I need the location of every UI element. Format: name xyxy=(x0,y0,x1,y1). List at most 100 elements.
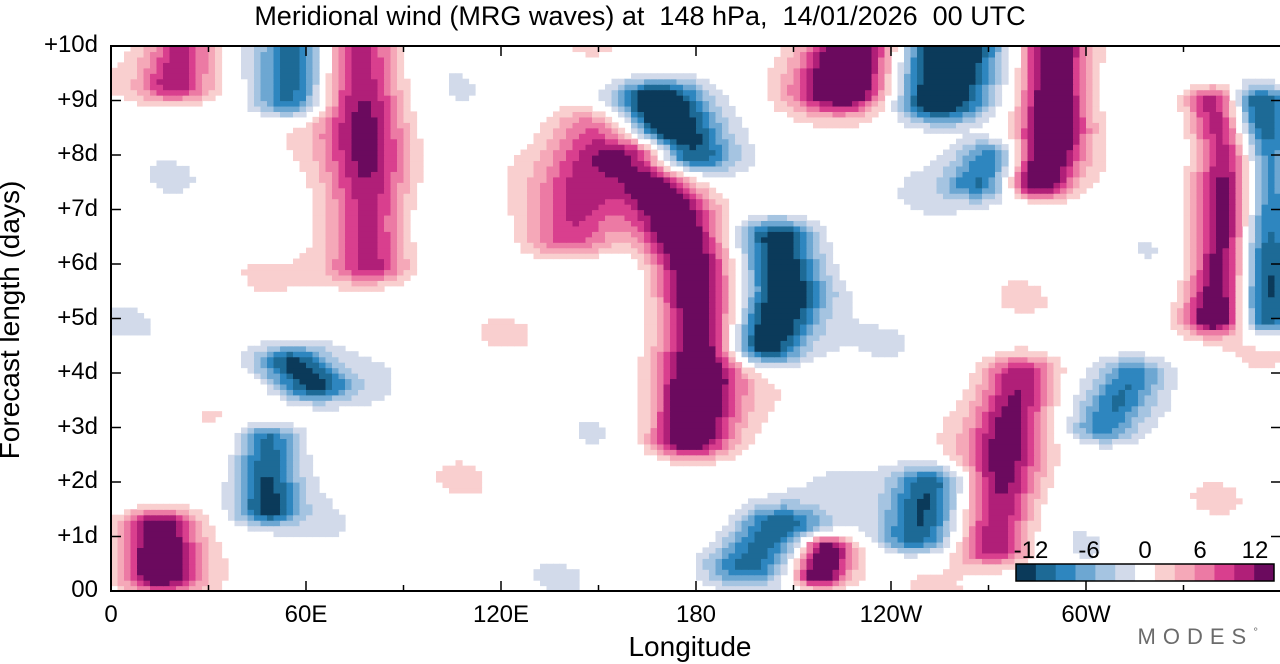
field-cell xyxy=(169,525,177,532)
field-cell xyxy=(1027,198,1035,205)
field-cell xyxy=(722,541,730,548)
field-cell xyxy=(715,373,723,380)
field-cell xyxy=(663,280,671,287)
field-cell xyxy=(1138,362,1146,369)
field-cell xyxy=(533,214,541,221)
field-cell xyxy=(1001,558,1009,565)
field-cell xyxy=(930,536,938,543)
field-cell xyxy=(384,274,392,281)
field-cell xyxy=(618,242,626,249)
field-cell xyxy=(728,405,736,412)
field-cell xyxy=(280,520,288,527)
field-cell xyxy=(306,487,314,494)
field-cell xyxy=(819,552,827,559)
field-cell xyxy=(176,520,184,527)
field-cell xyxy=(689,323,697,330)
field-cell xyxy=(923,471,931,478)
field-cell xyxy=(1274,296,1280,303)
field-cell xyxy=(1014,291,1022,298)
field-cell xyxy=(806,318,814,325)
field-cell xyxy=(1222,176,1230,183)
field-cell xyxy=(780,329,788,336)
field-cell xyxy=(728,547,736,554)
field-cell xyxy=(819,351,827,358)
field-cell xyxy=(306,454,314,461)
field-cell xyxy=(637,378,645,385)
field-cell xyxy=(683,242,691,249)
field-cell xyxy=(351,242,359,249)
field-cell xyxy=(657,285,665,292)
field-cell xyxy=(280,498,288,505)
field-cell xyxy=(943,482,951,489)
field-cell xyxy=(1222,291,1230,298)
field-cell xyxy=(676,394,684,401)
field-cell xyxy=(1216,198,1224,205)
field-cell xyxy=(286,482,294,489)
field-cell xyxy=(644,416,652,423)
field-cell xyxy=(1235,329,1243,336)
field-cell xyxy=(676,204,684,211)
field-cell xyxy=(572,198,580,205)
field-cell xyxy=(182,536,190,543)
field-cell xyxy=(995,427,1003,434)
field-cell xyxy=(592,182,600,189)
field-cell xyxy=(124,318,132,325)
field-cell xyxy=(897,334,905,341)
field-cell xyxy=(936,198,944,205)
field-cell xyxy=(1164,367,1172,374)
field-cell xyxy=(813,274,821,281)
field-cell xyxy=(709,269,717,276)
field-cell xyxy=(579,225,587,232)
field-cell xyxy=(930,498,938,505)
field-cell xyxy=(969,569,977,576)
field-cell xyxy=(969,400,977,407)
field-cell xyxy=(1274,258,1280,265)
field-cell xyxy=(943,536,951,543)
field-cell xyxy=(722,313,730,320)
field-cell xyxy=(650,247,658,254)
field-cell xyxy=(644,438,652,445)
field-cell xyxy=(969,454,977,461)
field-cell xyxy=(806,242,814,249)
field-cell xyxy=(780,569,788,576)
field-cell xyxy=(182,547,190,554)
field-cell xyxy=(676,280,684,287)
field-cell xyxy=(111,563,119,570)
field-cell xyxy=(338,389,346,396)
field-cell xyxy=(267,351,275,358)
field-cell xyxy=(975,416,983,423)
field-cell xyxy=(572,253,580,260)
field-cell xyxy=(371,269,379,276)
field-cell xyxy=(1157,400,1165,407)
field-cell xyxy=(358,400,366,407)
field-cell xyxy=(969,187,977,194)
field-cell xyxy=(1196,247,1204,254)
field-cell xyxy=(566,187,574,194)
field-cell xyxy=(351,367,359,374)
field-cell xyxy=(897,531,905,538)
field-cell xyxy=(884,525,892,532)
field-cell xyxy=(462,465,470,472)
field-cell xyxy=(676,302,684,309)
field-cell xyxy=(1268,247,1276,254)
field-cell xyxy=(1118,427,1126,434)
field-cell xyxy=(533,193,541,200)
field-cell xyxy=(1040,427,1048,434)
field-cell xyxy=(761,503,769,510)
field-cell xyxy=(338,351,346,358)
field-cell xyxy=(1203,214,1211,221)
field-cell xyxy=(722,449,730,456)
field-cell xyxy=(345,204,353,211)
field-cell xyxy=(644,193,652,200)
field-cell xyxy=(364,247,372,254)
field-cell xyxy=(1138,373,1146,380)
field-cell xyxy=(566,171,574,178)
field-cell xyxy=(923,498,931,505)
field-cell xyxy=(650,242,658,249)
field-cell xyxy=(832,503,840,510)
field-cell xyxy=(1190,193,1198,200)
field-cell xyxy=(975,422,983,429)
field-cell xyxy=(1027,492,1035,499)
field-cell xyxy=(208,585,216,591)
field-cell xyxy=(182,171,190,178)
